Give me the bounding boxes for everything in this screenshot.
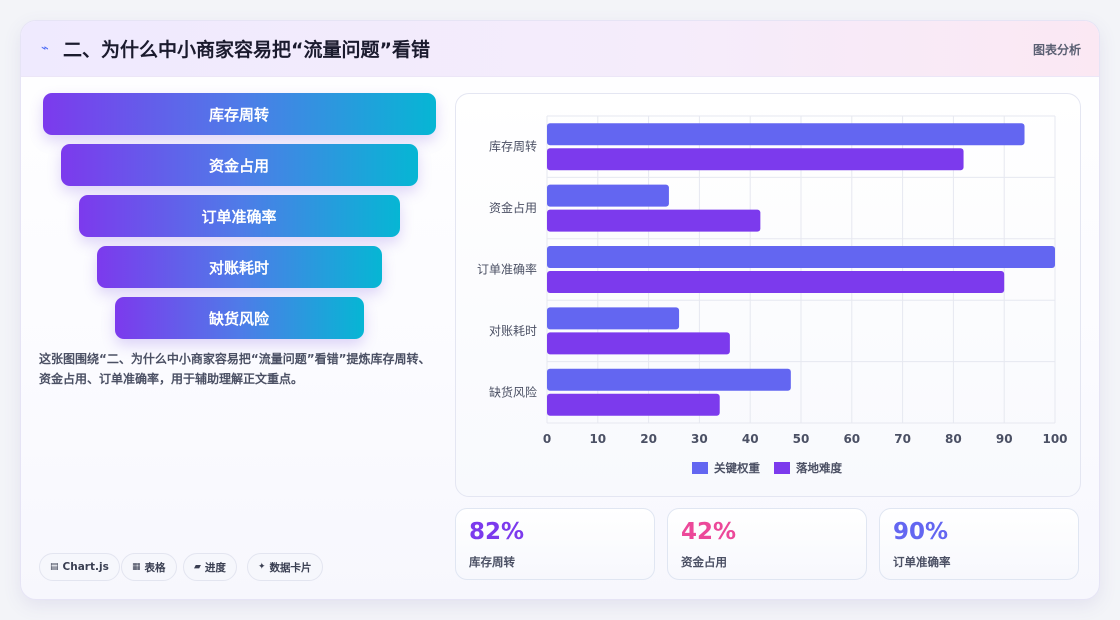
x-tick-label: 10 (589, 432, 606, 446)
bar (547, 246, 1055, 268)
stat-label: 订单准确率 (893, 555, 951, 569)
chip-sparkle: ✦ 数据卡片 (247, 553, 323, 581)
funnel-step: 库存周转 (42, 93, 436, 135)
bar (547, 271, 1005, 293)
y-tick-label: 资金占用 (489, 200, 537, 215)
y-tick-label: 订单准确率 (477, 262, 537, 277)
chart-panel: 库存周转资金占用订单准确率对账耗时缺货风险 0 10 20 30 40 50 60 70 80 90… (455, 93, 1081, 497)
bar (547, 209, 761, 232)
bar (547, 393, 720, 416)
grid-icon: ▦ (132, 562, 141, 572)
bar (547, 148, 964, 171)
bar (547, 123, 1025, 146)
x-tick-label: 30 (691, 432, 708, 446)
bar (547, 184, 669, 207)
bar (547, 307, 680, 330)
x-tick-label: 0 (543, 432, 551, 446)
sparkle-icon: ✦ (258, 562, 266, 572)
chip-label: 表格 (144, 561, 166, 574)
chip-label: 数据卡片 (269, 561, 312, 574)
stat-card: 42% 资金占用 (667, 508, 867, 580)
table-icon: ▤ (50, 562, 59, 572)
funnel-step: 缺货风险 (114, 297, 364, 339)
funnel-step: 订单准确率 (78, 195, 400, 237)
x-tick-label: 80 (945, 432, 962, 446)
chip-progress: ▰ 进度 (183, 553, 237, 581)
stat-value: 42% (681, 519, 737, 545)
y-tick-label: 对账耗时 (489, 324, 537, 338)
chip-label: 进度 (204, 561, 226, 574)
chip-label: Chart.js (62, 561, 109, 573)
funnel-step: 对账耗时 (96, 246, 382, 288)
bolt-icon: ⌁ (41, 41, 49, 56)
stat-value: 90% (893, 519, 949, 545)
x-tick-label: 100 (1042, 432, 1067, 446)
x-tick-label: 70 (894, 432, 911, 446)
x-tick-label: 40 (742, 432, 759, 446)
funnel-step: 资金占用 (60, 144, 418, 186)
x-tick-label: 60 (843, 432, 860, 446)
progress-icon: ▰ (194, 562, 201, 572)
legend-swatch (692, 462, 708, 474)
stat-value: 82% (469, 519, 525, 545)
x-tick-label: 50 (793, 432, 810, 446)
stat-label: 库存周转 (469, 555, 515, 569)
content-card: ⌁ 二、为什么中小商家容易把“流量问题”看错 图表分析 库存周转 资金占用 订单准确… (20, 20, 1100, 600)
legend-label: 关键权重 (714, 461, 760, 475)
x-tick-label: 20 (640, 432, 657, 446)
y-tick-label: 库存周转 (489, 139, 537, 154)
header-tag: 图表分析 (1032, 43, 1081, 57)
header-bar: ⌁ 二、为什么中小商家容易把“流量问题”看错 图表分析 (21, 21, 1099, 77)
legend-label: 落地难度 (796, 461, 842, 475)
stat-card: 90% 订单准确率 (879, 508, 1079, 580)
chip-grid: ▦ 表格 (121, 553, 177, 581)
stat-label: 资金占用 (681, 555, 727, 569)
y-tick-label: 缺货风险 (489, 384, 537, 399)
page-title: 二、为什么中小商家容易把“流量问题”看错 (63, 39, 430, 61)
x-tick-label: 90 (996, 432, 1013, 446)
stat-card: 82% 库存周转 (455, 508, 655, 580)
bar (547, 368, 791, 391)
chart-description: 这张图围绕“二、为什么中小商家容易把“流量问题”看错”提炼库存周转、资金占用、订… (39, 352, 431, 386)
legend-swatch (774, 462, 790, 474)
bar (547, 332, 730, 355)
chip-table: ▤ Chart.js (39, 553, 120, 581)
